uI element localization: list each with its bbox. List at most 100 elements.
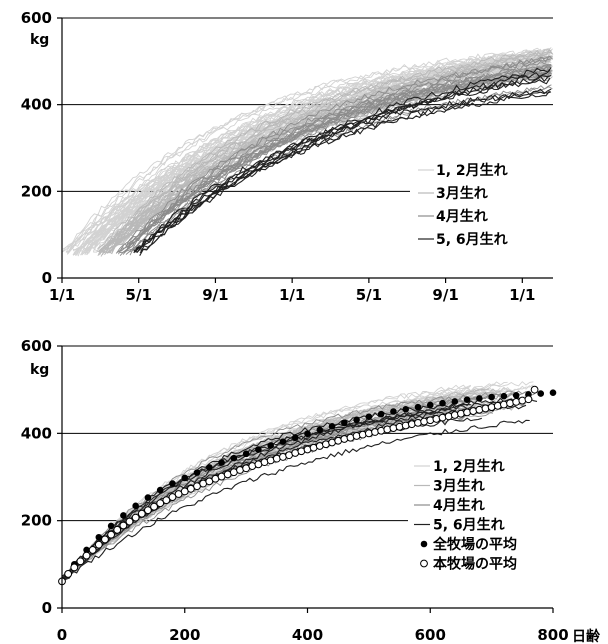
this-farm-average-point	[70, 563, 79, 572]
bottom-x-tick-label: 600	[415, 626, 446, 644]
this-farm-average-point	[113, 525, 122, 534]
this-farm-average-point	[487, 403, 496, 412]
bottom-legend-background	[408, 452, 553, 584]
this-farm-average-point	[352, 432, 361, 440]
this-farm-average-point	[401, 421, 410, 430]
top-x-tick-label: 9/1	[432, 286, 458, 304]
all-farm-average-point	[341, 419, 348, 427]
top-x-tick-label: 9/1	[202, 286, 228, 304]
this-farm-average-point	[119, 521, 128, 530]
this-farm-average-point	[101, 535, 109, 544]
top-x-tick-label: 5/1	[126, 286, 152, 304]
top-series-line	[133, 74, 552, 253]
top-x-tick-label: 5/1	[356, 286, 382, 304]
this-farm-average-point	[383, 425, 392, 434]
top-series-line	[119, 68, 552, 256]
this-farm-average-point	[432, 415, 441, 423]
this-farm-average-point	[371, 428, 379, 436]
this-farm-average-point	[364, 429, 373, 438]
bottom-legend-label: 5, 6月生れ	[433, 517, 505, 534]
top-y-tick-labels: 0 200 400 600	[21, 9, 52, 287]
bottom-series-line	[61, 406, 457, 581]
all-farm-average-point	[377, 410, 385, 418]
top-legend-label: 3月生れ	[436, 185, 488, 202]
this-farm-average-point	[88, 546, 97, 554]
all-farm-average-point	[255, 446, 262, 453]
top-x-tick-label: 1/1	[49, 286, 75, 304]
bottom-y-tick-labels: 0 200 400 600	[21, 337, 52, 617]
all-farm-average-point	[390, 408, 397, 415]
all-farm-average-point	[206, 464, 213, 471]
this-farm-average-point	[438, 413, 447, 422]
all-farm-average-point	[451, 398, 459, 405]
all-farm-average-point	[537, 390, 545, 397]
bottom-series-line	[61, 390, 530, 580]
top-series-line	[133, 88, 552, 254]
all-farm-average-point	[414, 403, 422, 411]
bottom-x-tick-label: 800	[537, 626, 568, 644]
all-farm-average-point	[132, 502, 139, 510]
this-farm-average-point	[156, 499, 165, 508]
this-farm-average-point	[125, 517, 134, 526]
this-farm-average-point	[463, 408, 471, 417]
this-farm-average-point	[457, 409, 465, 418]
top-legend: 1, 2月生れ 3月生れ 4月生れ 5, 6月生れ	[410, 158, 553, 258]
this-farm-average-point	[426, 416, 435, 425]
bottom-x-tick-label: 400	[292, 626, 323, 644]
all-farm-average-point	[328, 423, 336, 430]
this-farm-average-point	[94, 540, 103, 549]
this-farm-average-point	[530, 385, 539, 394]
this-farm-average-point	[524, 395, 533, 404]
top-series-line	[140, 67, 552, 252]
top-y-tick-label: 0	[42, 269, 52, 287]
all-farm-average-point	[463, 396, 471, 404]
this-farm-average-point	[506, 399, 514, 408]
all-farm-average-point	[549, 389, 557, 397]
this-farm-average-point	[358, 430, 367, 439]
all-farm-average-point	[267, 442, 274, 449]
all-farm-average-point	[512, 392, 520, 399]
bottom-x-axis-label: 日齢	[572, 628, 601, 644]
top-y-unit-label: kg	[30, 32, 49, 48]
this-farm-average-point	[150, 502, 158, 511]
this-farm-average-point	[64, 570, 73, 578]
all-farm-average-point	[316, 426, 324, 434]
top-chart: 0 200 400 600 1/1 5/1 9/1 1/1 5/1 9/1 1/1 kg 1, 2…	[21, 9, 554, 304]
this-farm-average-point	[144, 506, 152, 515]
all-farm-average-point	[218, 459, 225, 466]
top-series-line	[66, 47, 552, 255]
this-farm-average-point	[450, 411, 459, 419]
top-series-line	[62, 47, 551, 253]
top-y-tick-label: 600	[21, 9, 52, 27]
bottom-legend-label: 4月生れ	[433, 497, 485, 514]
bottom-legend-label: 3月生れ	[433, 478, 485, 495]
all-farm-average-point	[304, 430, 311, 438]
this-farm-average-point	[444, 412, 453, 421]
bottom-y-unit-label: kg	[30, 362, 49, 378]
this-farm-average-point	[500, 400, 508, 409]
this-farm-average-point	[475, 405, 484, 414]
this-farm-average-point	[168, 493, 177, 501]
this-farm-average-point	[377, 426, 386, 435]
this-farm-average-point	[512, 397, 521, 406]
all-farm-average-point	[426, 401, 434, 409]
this-farm-average-point	[395, 422, 404, 431]
bottom-x-tick-label: 0	[57, 626, 67, 644]
bottom-legend-marker	[420, 540, 428, 548]
bottom-legend-marker	[420, 559, 428, 568]
all-farm-average-point	[476, 395, 483, 402]
top-legend-label: 4月生れ	[436, 208, 488, 225]
this-farm-average-point	[82, 551, 91, 560]
all-farm-average-point	[169, 480, 176, 487]
top-series-line	[122, 65, 551, 253]
top-x-tick-labels: 1/1 5/1 9/1 1/1 5/1 9/1 1/1	[49, 286, 536, 304]
top-axes	[57, 17, 553, 283]
this-farm-average-point	[518, 396, 527, 405]
top-series-line	[117, 86, 553, 253]
this-farm-average-point	[76, 557, 85, 566]
this-farm-average-point	[131, 513, 140, 522]
this-farm-average-point	[420, 417, 429, 426]
bottom-y-tick-label: 400	[21, 424, 52, 442]
all-farm-average-point	[120, 512, 127, 519]
